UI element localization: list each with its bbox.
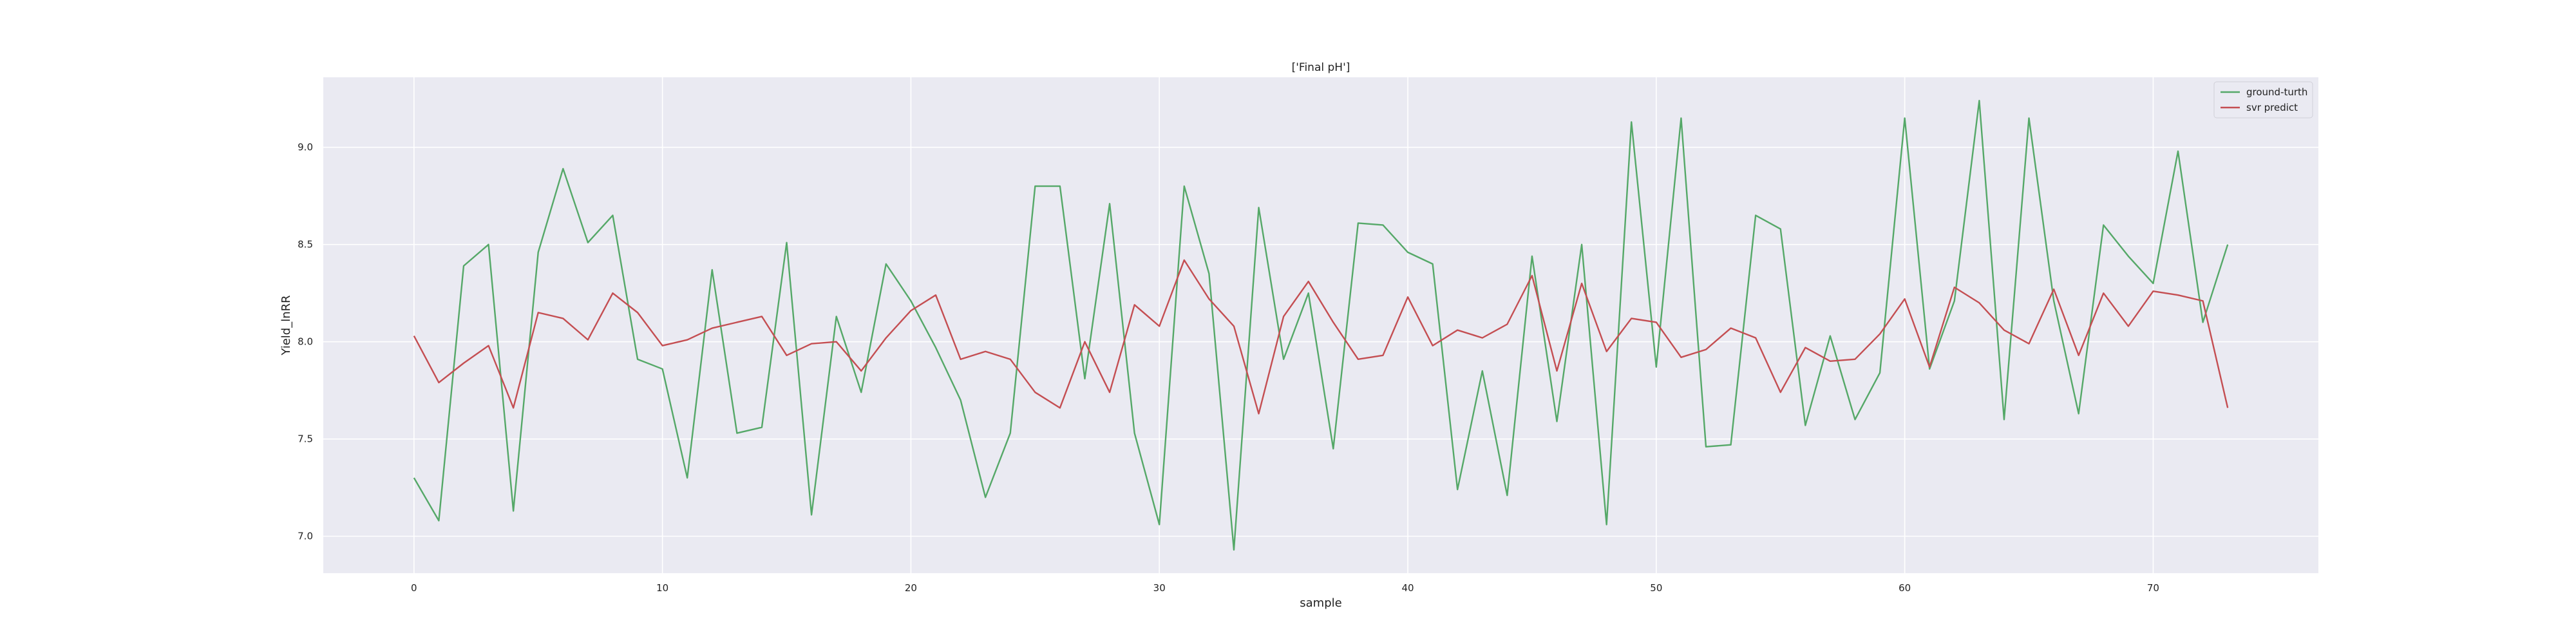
x-tick-label: 50 xyxy=(1650,582,1662,594)
y-tick-label: 9.0 xyxy=(298,142,313,153)
grid xyxy=(323,77,2318,573)
y-tick-label: 7.0 xyxy=(298,531,313,542)
legend: ground-turth svr predict xyxy=(2213,81,2313,118)
x-tick-label: 0 xyxy=(411,582,417,594)
legend-box xyxy=(2213,81,2313,118)
x-tick-label: 10 xyxy=(656,582,668,594)
x-axis-label: sample xyxy=(1300,596,1341,610)
x-tick-label: 60 xyxy=(1899,582,1911,594)
y-tick-label: 8.5 xyxy=(298,239,313,251)
legend-label-ground-truth: ground-turth xyxy=(2246,86,2307,98)
x-tick-label: 30 xyxy=(1153,582,1166,594)
y-axis-label: Yield_lnRR xyxy=(279,295,293,355)
y-tick-label: 8.0 xyxy=(298,336,313,348)
x-tick-label: 20 xyxy=(905,582,917,594)
series-line-ground-truth xyxy=(413,100,2229,551)
x-tick-labels: 0 10 20 30 40 50 60 70 xyxy=(411,582,2159,594)
x-tick-label: 70 xyxy=(2147,582,2159,594)
plot-area xyxy=(323,77,2318,573)
series-layer xyxy=(413,100,2229,551)
x-tick-label: 40 xyxy=(1401,582,1414,594)
y-tick-labels: 7.0 7.5 8.0 8.5 9.0 xyxy=(298,142,313,542)
legend-label-svr-predict: svr predict xyxy=(2246,102,2298,113)
series-line-svr-predict xyxy=(413,259,2229,415)
y-tick-label: 7.5 xyxy=(298,433,313,445)
chart-title: ['Final pH'] xyxy=(1292,61,1350,74)
